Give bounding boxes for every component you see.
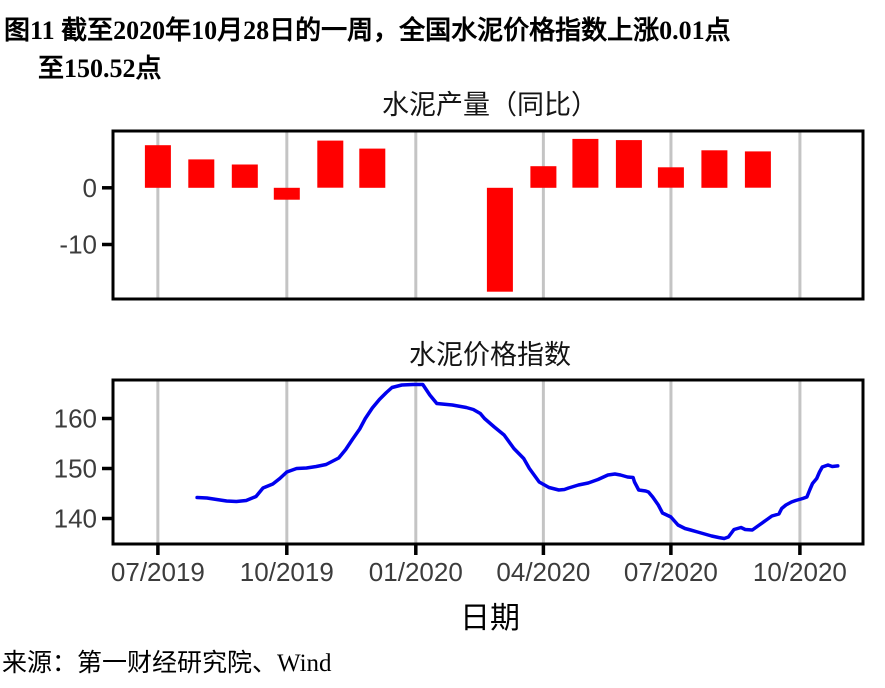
bottom-chart-title: 水泥价格指数 [409, 340, 571, 370]
bar-2020-05 [572, 138, 599, 188]
x-tick-label: 10/2019 [240, 557, 334, 587]
bar-2019-11 [317, 140, 344, 188]
top-panel-border [111, 129, 865, 301]
bar-2020-09 [744, 151, 771, 188]
bottom-panel-border [111, 378, 865, 546]
y-tick-label-top-panel: 0 [83, 173, 97, 203]
y-tick-label-top-panel: -10 [59, 230, 97, 260]
bar-2020-03 [486, 187, 513, 292]
source-note: 来源：第一财经研究院、Wind [2, 650, 332, 677]
y-tick-label-bottom-panel: 140 [54, 504, 97, 534]
bar-2020-04 [530, 166, 557, 188]
x-tick-label: 07/2020 [624, 557, 718, 587]
y-tick-label-bottom-panel: 160 [54, 404, 97, 434]
bar-2019-08 [188, 159, 215, 188]
x-axis-title: 日期 [460, 602, 520, 635]
y-tick-label-bottom-panel: 150 [54, 454, 97, 484]
x-tick-label: 01/2020 [369, 557, 463, 587]
bar-2019-09 [231, 164, 258, 188]
x-tick-label: 07/2019 [111, 557, 205, 587]
bar-2020-06 [615, 140, 642, 188]
bar-2020-07 [657, 167, 684, 188]
figure-title-line2: 至150.52点 [38, 54, 162, 83]
bar-2019-12 [359, 148, 386, 188]
bar-2020-08 [701, 150, 728, 188]
x-tick-label: 04/2020 [496, 557, 590, 587]
price-index-line [195, 382, 840, 541]
figure-title-line1: 图11 截至2020年10月28日的一周，全国水泥价格指数上涨0.01点 [4, 16, 731, 45]
top-chart-title: 水泥产量（同比） [382, 90, 598, 120]
bar-2019-07 [144, 145, 171, 188]
bar-2019-10 [273, 187, 300, 200]
x-tick-label: 10/2020 [753, 557, 847, 587]
